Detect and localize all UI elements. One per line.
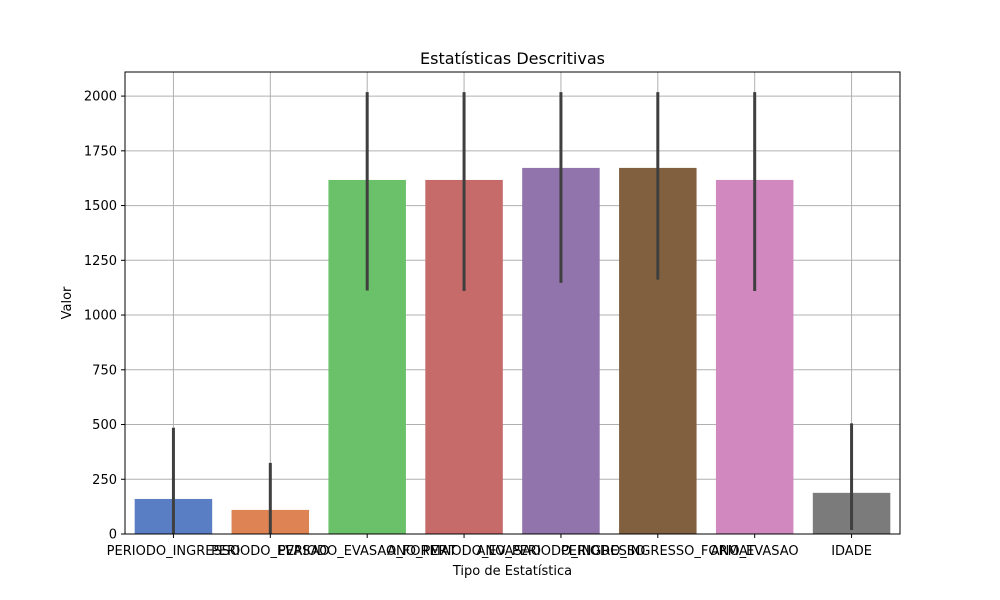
- y-axis-title: Valor: [60, 286, 75, 319]
- chart-title: Estatísticas Descritivas: [420, 49, 605, 68]
- y-tick-label: 500: [92, 418, 117, 433]
- y-tick-label: 2000: [84, 90, 117, 105]
- x-tick-label: PERIODO_INGRESSO_FORMAT: [561, 544, 755, 559]
- y-tick-label: 1500: [84, 199, 117, 214]
- error-bars: [171, 92, 854, 534]
- y-tick-label: 0: [109, 528, 117, 543]
- x-tick-label: ANO_PERIODO_INGRESSO: [477, 544, 646, 559]
- x-axis-title: Tipo de Estatística: [452, 564, 572, 579]
- y-tick-label: 1250: [84, 254, 117, 269]
- x-tick-label: PERIODO_EVASAO: [211, 544, 329, 559]
- plot-area-frame: [124, 71, 901, 535]
- x-tick-label: PERIODO_EVASAO_FORMAT: [278, 544, 457, 559]
- x-tick-label: ANO_PERIODO_EVASAO: [387, 544, 541, 559]
- x-tick-label: PERIODO_INGRESSO: [107, 544, 241, 559]
- y-tick-label: 1000: [84, 309, 117, 324]
- y-tick-label: 250: [92, 473, 117, 488]
- x-tick-label: ANO_EVASAO: [711, 544, 799, 559]
- y-axis-ticks: 0 250 500 750 1000 1250 1500 1750 2000: [84, 90, 125, 543]
- x-tick-label: IDADE: [831, 544, 872, 559]
- y-tick-label: 750: [92, 363, 117, 378]
- x-axis-ticks: PERIODO_INGRESSOPERIODO_EVASAOPERIODO_EV…: [107, 534, 872, 559]
- y-tick-label: 1750: [84, 144, 117, 159]
